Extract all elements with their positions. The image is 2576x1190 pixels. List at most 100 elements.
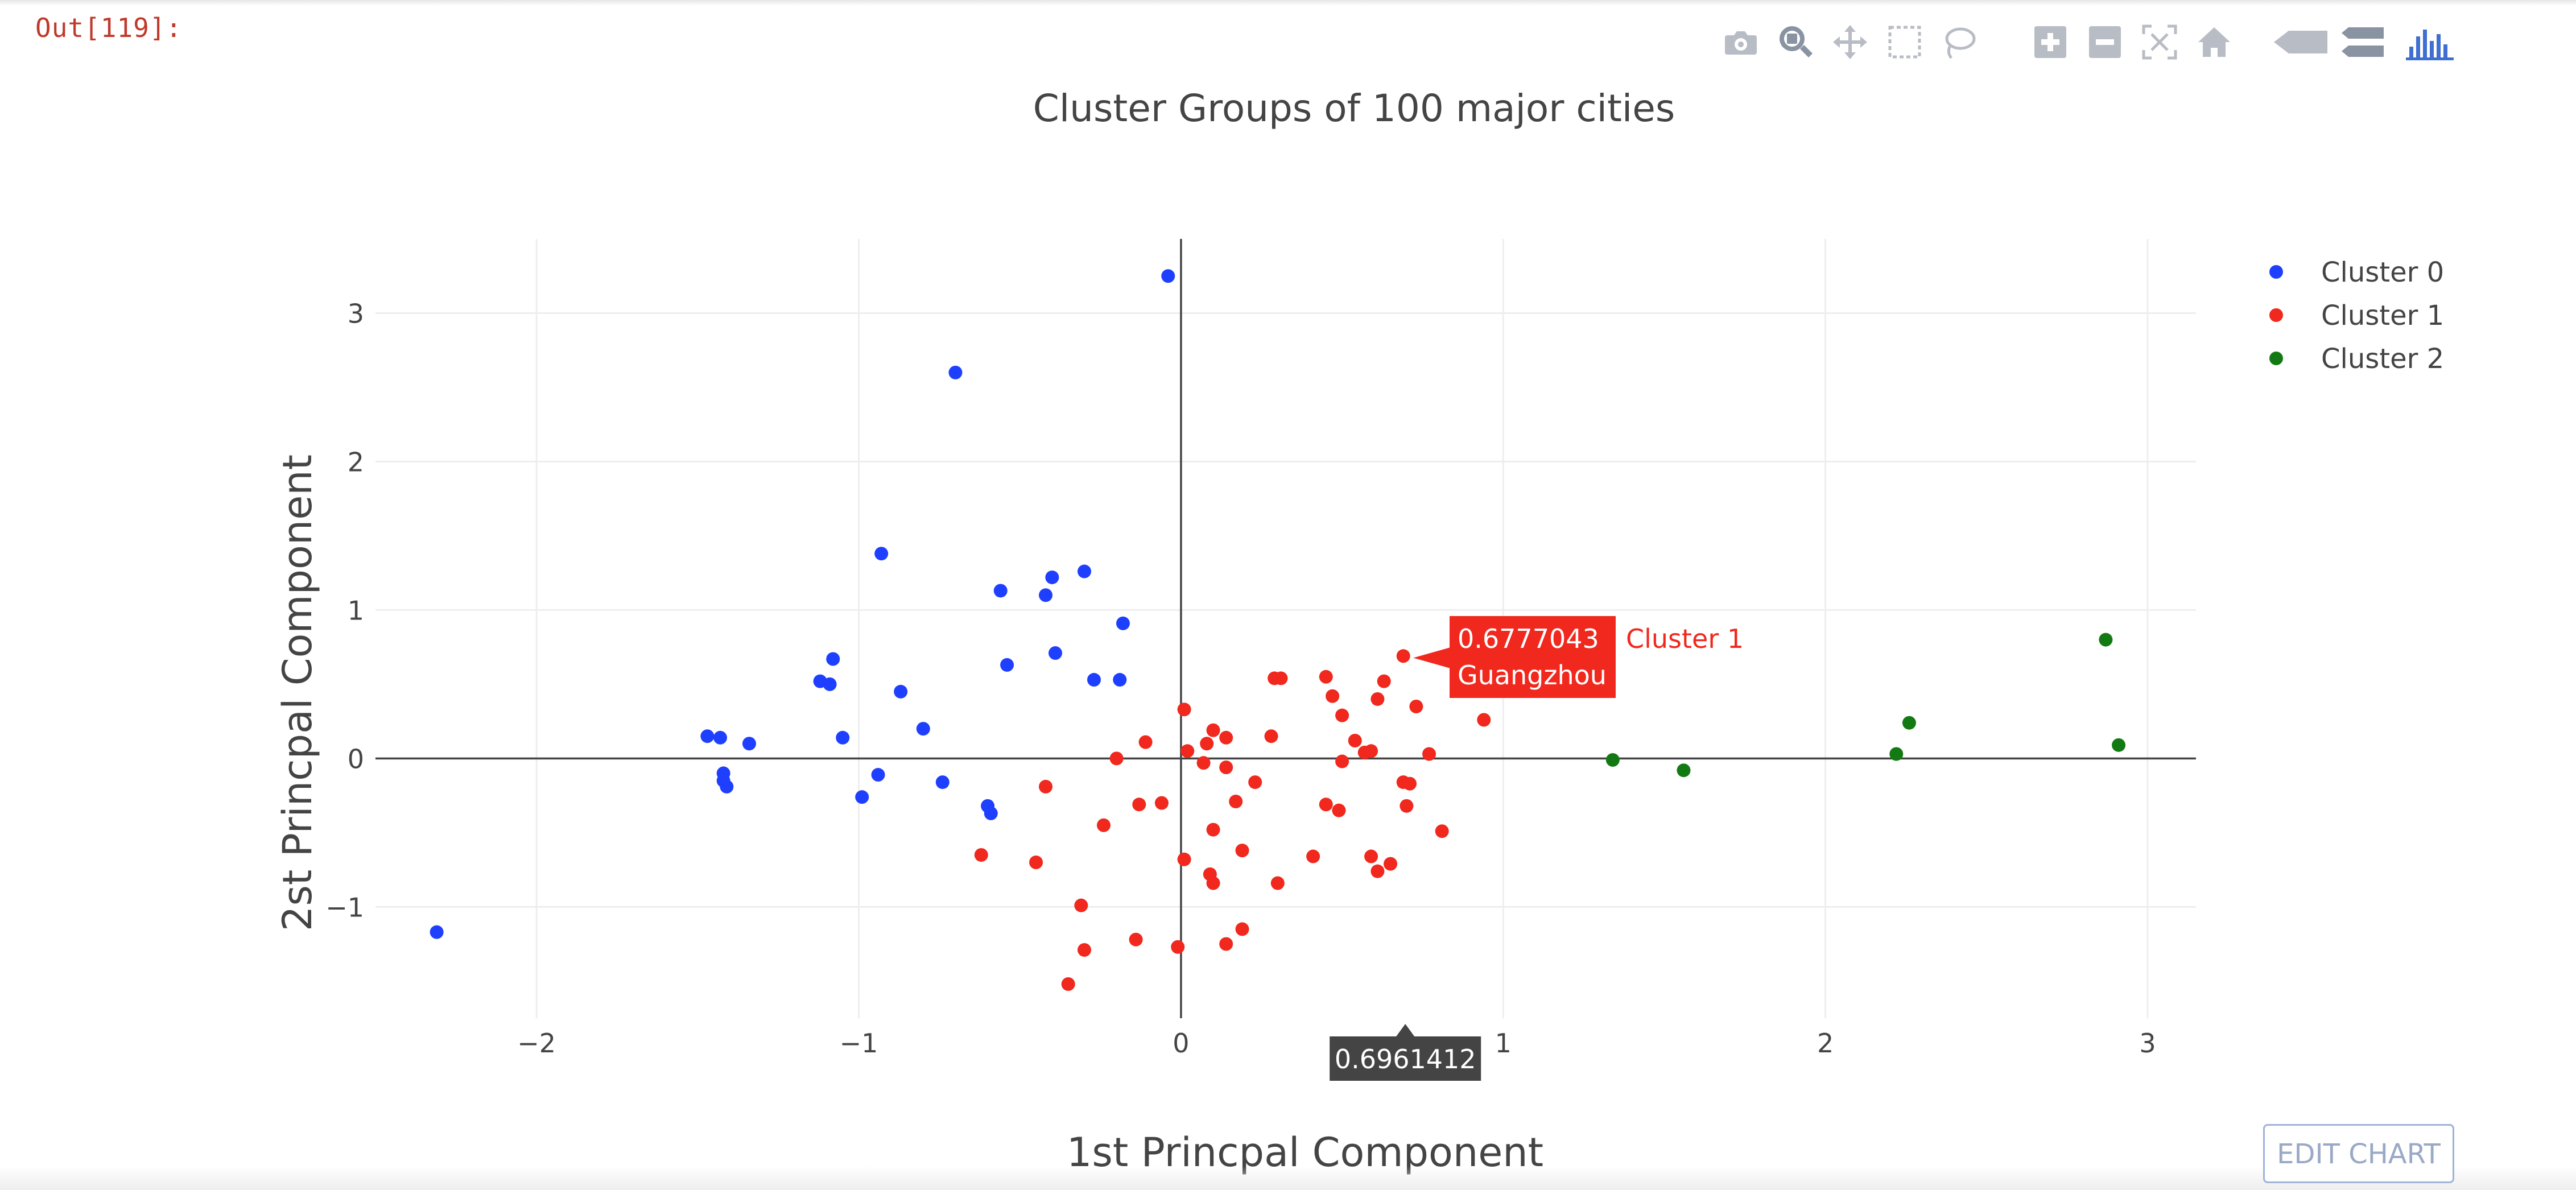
data-point	[894, 684, 908, 699]
zoom-icon[interactable]	[1773, 20, 1818, 64]
edit-chart-button[interactable]: EDIT CHART	[2263, 1124, 2454, 1183]
data-point	[1264, 729, 1278, 743]
data-point	[1268, 671, 1282, 685]
data-point	[1132, 798, 1146, 812]
data-point	[1087, 673, 1101, 687]
data-point	[874, 547, 889, 561]
x-tick-label: 3	[2139, 1028, 2156, 1059]
plotly-logo-icon[interactable]	[2403, 20, 2466, 64]
data-point	[1477, 713, 1491, 727]
data-points	[430, 269, 2126, 991]
data-point	[1078, 943, 1092, 957]
data-point	[1219, 730, 1233, 745]
legend-label: Cluster 2	[2321, 343, 2444, 375]
data-point	[871, 768, 885, 782]
data-point	[1206, 823, 1220, 837]
data-point	[1161, 269, 1175, 283]
hover-x-label-box	[1330, 1024, 1481, 1081]
top-edge-shadow	[0, 0, 2576, 6]
hover-label-box	[1413, 616, 1616, 698]
hover-city-name: Guangzhou	[1458, 660, 1607, 691]
data-point	[1370, 692, 1385, 706]
data-point	[916, 722, 930, 736]
data-point	[1116, 616, 1130, 630]
hover-y-value: 0.6777043	[1458, 623, 1599, 654]
data-point	[836, 730, 850, 745]
home-icon[interactable]	[2191, 20, 2237, 64]
data-point	[1109, 751, 1124, 766]
data-point	[1219, 760, 1233, 774]
data-point	[1097, 818, 1111, 832]
data-point	[720, 779, 734, 794]
data-point	[1229, 795, 1243, 809]
data-point	[1235, 844, 1249, 858]
data-point	[1078, 564, 1092, 579]
y-tick-label: 3	[348, 298, 364, 329]
data-point	[1306, 849, 1320, 863]
hover-closest-icon[interactable]	[2270, 20, 2333, 64]
data-point	[1889, 747, 1904, 761]
autoscale-icon[interactable]	[2137, 20, 2182, 64]
data-point	[1435, 824, 1449, 838]
data-point	[1180, 744, 1195, 758]
data-point	[713, 730, 728, 745]
hover-series-name: Cluster 1	[1626, 623, 1744, 654]
data-point	[1319, 798, 1333, 812]
data-point	[1196, 756, 1211, 770]
hover-x-value: 0.6961412	[1335, 1044, 1476, 1075]
box-select-icon[interactable]	[1882, 20, 1927, 64]
data-point	[1029, 856, 1043, 869]
data-point	[855, 790, 869, 804]
data-point	[935, 775, 950, 790]
pan-icon[interactable]	[1827, 20, 1873, 64]
data-point	[1138, 735, 1153, 749]
data-point	[1396, 649, 1410, 663]
y-tick-label: −1	[325, 892, 364, 923]
data-point	[1370, 864, 1385, 878]
data-point	[1335, 754, 1349, 768]
data-point	[1326, 689, 1340, 703]
x-tick-label: 1	[1495, 1028, 1512, 1059]
data-point	[1364, 744, 1378, 758]
camera-icon[interactable]	[1718, 20, 1764, 64]
legend-marker	[2269, 352, 2283, 365]
y-axis-label: 2st Princpal Component	[274, 454, 321, 931]
data-point	[948, 365, 963, 379]
data-point	[742, 737, 756, 751]
data-point	[1319, 670, 1333, 684]
output-prompt-label: Out[119]:	[35, 13, 183, 43]
zoom-out-icon[interactable]	[2082, 20, 2128, 64]
y-tick-labels: −1 0 1 2 3	[325, 298, 364, 923]
data-point	[1364, 849, 1378, 863]
zero-lines	[375, 239, 2196, 1018]
data-point	[1400, 799, 1414, 813]
data-point	[1039, 588, 1053, 602]
x-tick-labels: −2 −1 0 1 2 3	[517, 1028, 2156, 1059]
legend: Cluster 0 Cluster 1 Cluster 2	[2269, 257, 2444, 375]
data-point	[1348, 734, 1362, 748]
y-tick-label: 0	[348, 743, 364, 774]
data-point	[1409, 700, 1423, 713]
data-point	[993, 584, 1008, 598]
zoom-in-icon[interactable]	[2028, 20, 2073, 64]
data-point	[2112, 738, 2126, 752]
data-point	[1677, 763, 1691, 778]
data-point	[1039, 779, 1053, 794]
data-point	[826, 652, 840, 666]
data-point	[823, 677, 837, 691]
data-point	[1270, 876, 1285, 890]
data-point	[984, 806, 998, 820]
x-tick-label: −1	[840, 1028, 878, 1059]
data-point	[1000, 658, 1014, 672]
legend-label: Cluster 0	[2321, 257, 2444, 288]
legend-label: Cluster 1	[2321, 300, 2444, 332]
data-point	[1206, 876, 1220, 890]
data-point	[700, 729, 715, 743]
data-point	[2099, 633, 2113, 647]
data-point	[974, 848, 988, 862]
data-point	[1422, 747, 1436, 761]
grid-lines	[375, 239, 2196, 1018]
lasso-select-icon[interactable]	[1937, 20, 1982, 64]
hover-compare-icon[interactable]	[2340, 20, 2386, 64]
